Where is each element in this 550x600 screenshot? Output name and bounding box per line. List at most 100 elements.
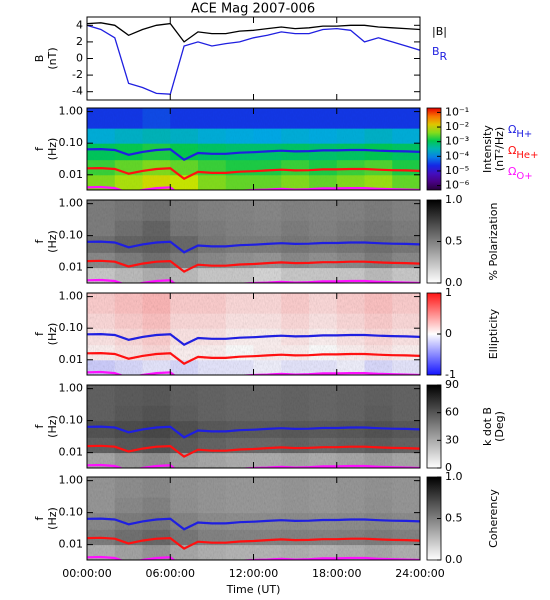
gyro-line bbox=[87, 370, 420, 375]
y-axis-label: (Hz) bbox=[46, 415, 59, 438]
gyro-line bbox=[87, 444, 420, 458]
gyro-line bbox=[87, 259, 420, 273]
y-axis-label: f bbox=[33, 146, 46, 151]
colorbar-tick-label: 1 bbox=[445, 286, 452, 299]
y-axis-label: f bbox=[33, 238, 46, 243]
colorbar-tick-label: 1.0 bbox=[445, 470, 463, 483]
colorbar-label: Coherency bbox=[487, 489, 500, 548]
colorbar-label: (nT²/Hz) bbox=[493, 127, 506, 171]
colorbar-label: Ellipticity bbox=[487, 308, 500, 359]
colorbar-tick-label: 0.0 bbox=[445, 276, 463, 289]
legend-entry: ΩH+ bbox=[508, 123, 532, 140]
colorbar-tick-label: 10⁻⁵ bbox=[445, 164, 469, 177]
plot-area bbox=[87, 200, 420, 283]
colorbar-label: Intensity bbox=[481, 125, 494, 173]
colorbar-tick-label: 1.0 bbox=[445, 193, 463, 206]
plot-frame bbox=[86, 16, 421, 101]
colorbar-tick-label: 0.5 bbox=[445, 235, 463, 248]
y-tick-label: 0.10 bbox=[59, 136, 84, 149]
y-tick-label: 1.00 bbox=[59, 290, 84, 303]
legend-symbol: Ω bbox=[508, 165, 516, 178]
y-tick-label: 1.00 bbox=[59, 474, 84, 487]
legend-subscript: H+ bbox=[516, 129, 532, 140]
x-tick-label: 00:00:00 bbox=[62, 567, 111, 580]
texture bbox=[87, 477, 420, 560]
colorbar-tick-label: 30 bbox=[445, 433, 459, 446]
chart-title: ACE Mag 2007-006 bbox=[191, 2, 315, 17]
y-tick-label: 2 bbox=[76, 35, 83, 48]
y-tick-label: 0 bbox=[76, 52, 83, 65]
texture bbox=[87, 200, 420, 283]
gyro-line bbox=[87, 351, 420, 365]
colorbar-tick-label: 10⁻⁶ bbox=[445, 179, 470, 192]
plot-area bbox=[87, 22, 420, 95]
line-series bbox=[87, 22, 420, 43]
gyro-line bbox=[87, 555, 420, 560]
line-series bbox=[87, 24, 420, 95]
gyro-line bbox=[87, 517, 420, 531]
y-axis-label: (Hz) bbox=[46, 507, 59, 530]
plot-area bbox=[87, 293, 420, 375]
colorbar-tick-label: 10⁻⁴ bbox=[445, 149, 470, 162]
y-tick-label: 0.10 bbox=[59, 229, 84, 242]
texture bbox=[87, 293, 420, 375]
gyro-line bbox=[87, 166, 420, 180]
y-tick-label: 4 bbox=[76, 18, 83, 31]
gyro-line bbox=[87, 278, 420, 283]
y-tick-label: 0.01 bbox=[59, 538, 84, 551]
colorbar-tick-label: 0.5 bbox=[445, 512, 463, 525]
gyro-line bbox=[87, 185, 420, 190]
y-axis-label: (Hz) bbox=[46, 323, 59, 346]
colorbar-tick-label: 0.0 bbox=[445, 553, 463, 566]
colorbar-tick-label: 10⁻³ bbox=[445, 135, 469, 148]
gyro-line bbox=[87, 240, 420, 254]
y-tick-label: 0.01 bbox=[59, 446, 84, 459]
x-tick-label: 12:00:00 bbox=[229, 567, 278, 580]
colorbar-tick-label: 0 bbox=[445, 327, 452, 340]
legend-subscript: He+ bbox=[516, 150, 538, 161]
colorbar-tick-label: 0 bbox=[445, 461, 452, 474]
legend-symbol: Ω bbox=[508, 123, 516, 136]
legend-name: B bbox=[432, 45, 440, 58]
y-tick-label: -2 bbox=[72, 68, 83, 81]
gyro-line bbox=[87, 536, 420, 550]
colorbar-tick-label: -1 bbox=[445, 368, 456, 381]
y-tick-label: 0.01 bbox=[59, 168, 84, 181]
gyro-line bbox=[87, 332, 420, 346]
legend-entry: |B| bbox=[432, 25, 447, 38]
legend-name: |B| bbox=[432, 25, 447, 38]
y-tick-label: 0.10 bbox=[59, 414, 84, 427]
y-tick-label: 0.01 bbox=[59, 261, 84, 274]
plot-area bbox=[87, 385, 420, 468]
x-tick-label: 06:00:00 bbox=[146, 567, 195, 580]
legend-entry: ΩO+ bbox=[508, 165, 533, 182]
y-axis-label: (Hz) bbox=[46, 138, 59, 161]
legend-subscript: R bbox=[440, 50, 448, 63]
texture bbox=[87, 385, 420, 468]
y-tick-label: 1.00 bbox=[59, 105, 84, 118]
gyro-line bbox=[87, 425, 420, 439]
colorbar-tick-label: 10⁻² bbox=[445, 120, 469, 133]
colorbar-label: (Deg) bbox=[493, 411, 506, 442]
plot-area bbox=[87, 477, 420, 560]
colorbar-label: % Polarization bbox=[487, 203, 500, 281]
y-axis-label: (nT) bbox=[46, 47, 59, 69]
y-axis-label: f bbox=[33, 515, 46, 520]
gyro-line bbox=[87, 147, 420, 161]
y-axis-label: (Hz) bbox=[46, 230, 59, 253]
colorbar-tick-label: 60 bbox=[445, 406, 459, 419]
gyro-line bbox=[87, 463, 420, 468]
legend-entry: ΩHe+ bbox=[508, 144, 538, 161]
x-axis-label: Time (UT) bbox=[226, 583, 281, 596]
y-axis-label: B bbox=[33, 55, 46, 63]
colorbar-label: k dot B bbox=[481, 407, 494, 446]
legend-symbol: Ω bbox=[508, 144, 516, 157]
colorbar-tick-label: 10⁻¹ bbox=[445, 105, 469, 118]
x-tick-label: 18:00:00 bbox=[312, 567, 361, 580]
x-tick-label: 24:00:00 bbox=[395, 567, 444, 580]
y-tick-label: 1.00 bbox=[59, 197, 84, 210]
legend-entry: BR bbox=[432, 45, 448, 63]
texture bbox=[87, 108, 420, 190]
y-tick-label: 0.01 bbox=[59, 353, 84, 366]
